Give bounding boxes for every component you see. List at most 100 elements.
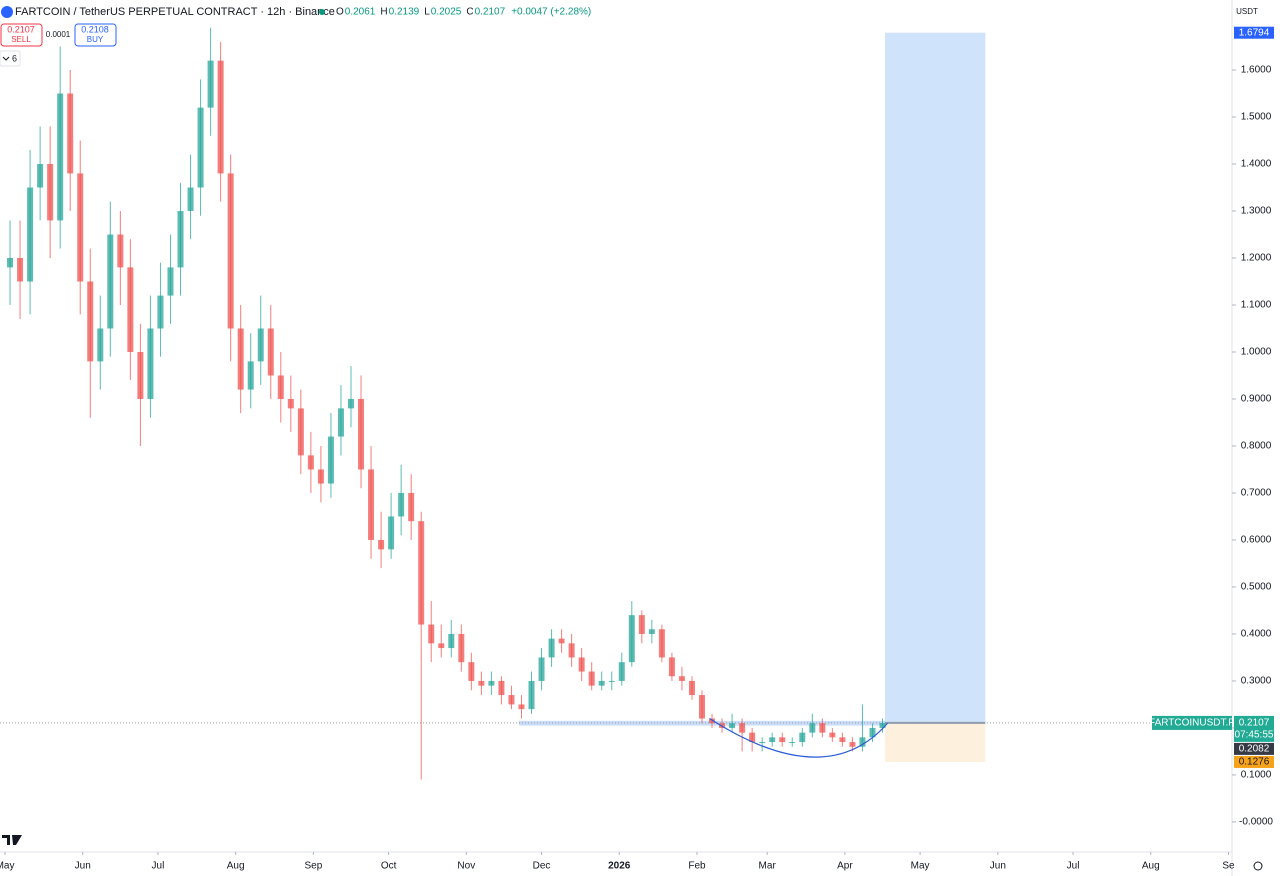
x-tick-label: Jun <box>990 861 1006 872</box>
settings-icon[interactable] <box>1253 861 1263 871</box>
buy-price: 0.2108 <box>81 24 109 34</box>
candle-body <box>388 516 395 550</box>
x-tick-label: Apr <box>837 861 853 872</box>
rounding-arc <box>709 718 888 758</box>
candle-body <box>17 257 24 282</box>
y-tick-label: 1.2000 <box>1241 253 1272 264</box>
candle-body <box>678 676 685 681</box>
candle-body <box>247 361 254 390</box>
candle-body <box>498 680 505 696</box>
candle-body <box>227 173 234 329</box>
legend-value: 0.2139 <box>389 7 420 18</box>
candle-body <box>347 398 354 409</box>
candle-body <box>337 408 344 437</box>
buy-button[interactable] <box>74 23 117 47</box>
candle-body <box>628 615 635 663</box>
y-tick-label: 0.8000 <box>1241 441 1272 452</box>
candle-body <box>327 436 334 484</box>
candle-body <box>57 93 64 221</box>
candle-body <box>27 187 34 282</box>
candle-body <box>277 375 284 399</box>
candle-body <box>829 732 836 738</box>
candle-body <box>548 638 555 658</box>
x-tick-label: Nov <box>457 861 475 872</box>
candle-body <box>799 732 806 743</box>
candle-body <box>638 615 645 634</box>
candle-body <box>67 93 74 174</box>
candle-body <box>849 742 856 747</box>
legend-value: 0.2061 <box>345 7 376 18</box>
candle-body <box>207 60 214 108</box>
candle-body <box>107 234 114 329</box>
legend-value: 0.2107 <box>475 7 506 18</box>
candle-body <box>77 173 84 282</box>
candle-body <box>819 723 826 733</box>
candle-body <box>729 723 736 728</box>
buy-label: BUY <box>87 35 104 44</box>
x-tick-label: Oct <box>381 861 397 872</box>
chevron <box>2 56 10 61</box>
candle-body <box>47 164 54 221</box>
candle-body <box>869 727 876 738</box>
candle-body <box>137 351 144 399</box>
last-price-bg <box>1234 715 1274 742</box>
candle-body <box>468 662 475 681</box>
candle-body <box>97 328 104 362</box>
currency: USDT <box>1236 7 1258 16</box>
x-tick-label: Aug <box>1142 861 1160 872</box>
candle-body <box>688 680 695 696</box>
candle-body <box>267 328 274 376</box>
candle-body <box>378 539 385 550</box>
candle-body <box>749 732 756 743</box>
candle-body <box>518 704 525 710</box>
y-tick-label: 1.4000 <box>1241 159 1272 170</box>
x-tick-label: Se <box>1222 861 1235 872</box>
indicator-toggle[interactable] <box>0 50 21 67</box>
x-tick-label: Jul <box>152 861 165 872</box>
target-label: 1.6794 <box>1239 27 1270 38</box>
legend-key: H <box>380 7 387 18</box>
candle-body <box>759 742 766 744</box>
candle-body <box>618 662 625 681</box>
candle-body <box>769 737 776 743</box>
x-tick-label: May <box>911 861 930 872</box>
candle-body <box>839 737 846 743</box>
price-line-label: 0.2082 <box>1239 744 1270 755</box>
x-tick-label: Jun <box>75 861 91 872</box>
logo <box>2 835 22 845</box>
x-tick-label: Jul <box>1067 861 1080 872</box>
candle-body <box>779 737 786 743</box>
candle-body <box>859 737 866 747</box>
ohlc-legend: O 0.2061 H 0.2139 L 0.2025 C 0.2107 +0.0047 (+2.… <box>336 7 591 18</box>
profit-zone <box>885 32 986 723</box>
candle-body <box>147 328 154 399</box>
x-tick-label: Sep <box>304 861 322 872</box>
symbol-icon <box>1 6 13 18</box>
candle-body <box>508 695 515 705</box>
candle-body <box>7 257 14 268</box>
x-tick-label: Aug <box>227 861 245 872</box>
candle-body <box>197 107 204 188</box>
candle-body <box>408 492 415 522</box>
candle-body <box>398 492 405 517</box>
last-price-label: 0.2107 <box>1239 718 1270 729</box>
candle-body <box>809 723 816 733</box>
candle-body <box>358 398 365 470</box>
sell-price: 0.2107 <box>7 24 35 34</box>
candle-body <box>538 657 545 681</box>
y-tick-label: 0.7000 <box>1241 488 1272 499</box>
x-tick-label: Mar <box>759 861 777 872</box>
candle-body <box>568 643 575 658</box>
support-zone <box>518 720 986 726</box>
candle-body <box>307 455 314 470</box>
candle-body <box>478 680 485 686</box>
candle-body <box>317 469 324 484</box>
candle-body <box>709 718 716 724</box>
y-tick-label: 0.9000 <box>1241 394 1272 405</box>
symbol-tag-bg <box>1152 715 1232 730</box>
candle-body <box>418 521 425 625</box>
candle-body <box>578 657 585 672</box>
sell-button[interactable] <box>0 23 43 47</box>
price-line-bg <box>1234 742 1274 755</box>
